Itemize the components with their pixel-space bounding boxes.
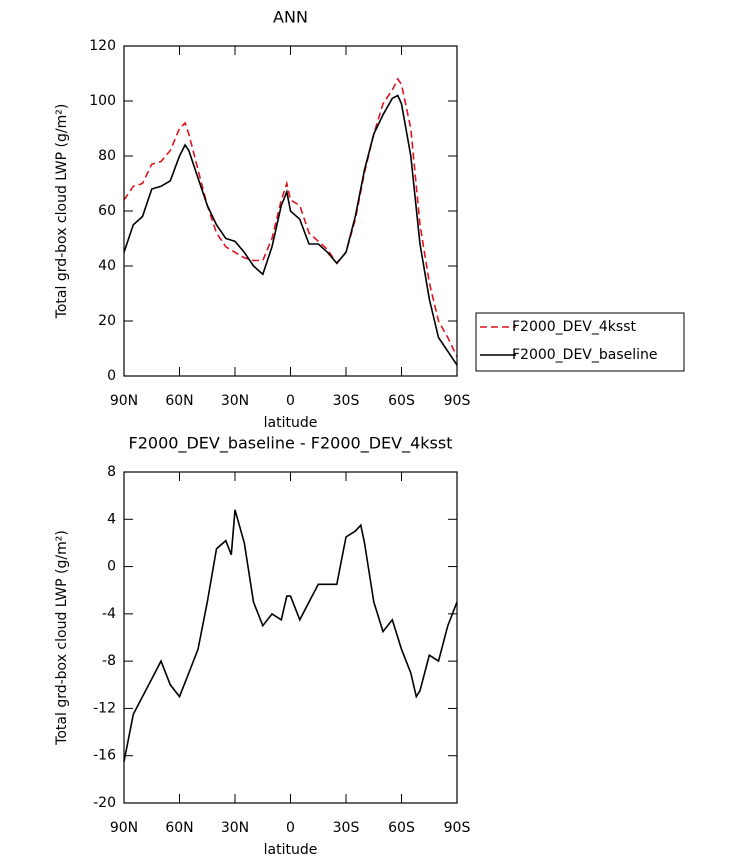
x-tick-label: 0	[286, 393, 295, 409]
legend-label: F2000_DEV_4ksst	[512, 319, 636, 335]
y-tick-label: 4	[107, 511, 116, 527]
x-tick-label: 0	[286, 820, 295, 836]
x-tick-label: 60N	[165, 820, 193, 836]
y-tick-label: 100	[89, 93, 116, 109]
y-tick-label: 120	[89, 38, 116, 54]
y-tick-label: -16	[93, 748, 116, 764]
x-tick-label: 60S	[388, 820, 415, 836]
x-tick-label: 30S	[333, 393, 360, 409]
data-line	[123, 509, 458, 762]
data-line	[123, 94, 458, 366]
y-tick-label: 0	[107, 559, 116, 575]
legend-label: F2000_DEV_baseline	[512, 347, 658, 363]
y-axis-label: Total grd-box cloud LWP (g/m²)	[54, 530, 70, 746]
x-tick-label: 60N	[165, 393, 193, 409]
y-tick-label: 20	[98, 313, 116, 329]
y-axis-label: Total grd-box cloud LWP (g/m²)	[54, 104, 70, 320]
y-tick-label: -20	[93, 795, 116, 811]
plot-frame	[123, 471, 458, 804]
y-tick-label: 8	[107, 464, 116, 480]
y-tick-label: -8	[102, 653, 116, 669]
x-tick-label: 30S	[333, 820, 360, 836]
x-tick-label: 30N	[221, 393, 249, 409]
data-line	[123, 77, 458, 358]
y-tick-label: -4	[102, 606, 116, 622]
x-axis-label: latitude	[264, 842, 318, 858]
x-tick-label: 90S	[444, 820, 471, 836]
chart-title: ANN	[273, 8, 308, 27]
x-tick-label: 90N	[110, 820, 138, 836]
x-axis-label: latitude	[264, 415, 318, 431]
chart-title: F2000_DEV_baseline - F2000_DEV_4ksst	[129, 434, 453, 454]
y-tick-label: 40	[98, 258, 116, 274]
y-tick-label: -12	[93, 700, 116, 716]
legend-box	[475, 312, 685, 372]
y-tick-label: 60	[98, 203, 116, 219]
plot-frame	[123, 45, 458, 377]
x-tick-label: 60S	[388, 393, 415, 409]
x-tick-label: 90N	[110, 393, 138, 409]
x-tick-label: 90S	[444, 393, 471, 409]
y-tick-label: 80	[98, 148, 116, 164]
y-tick-label: 0	[107, 368, 116, 384]
x-tick-label: 30N	[221, 820, 249, 836]
